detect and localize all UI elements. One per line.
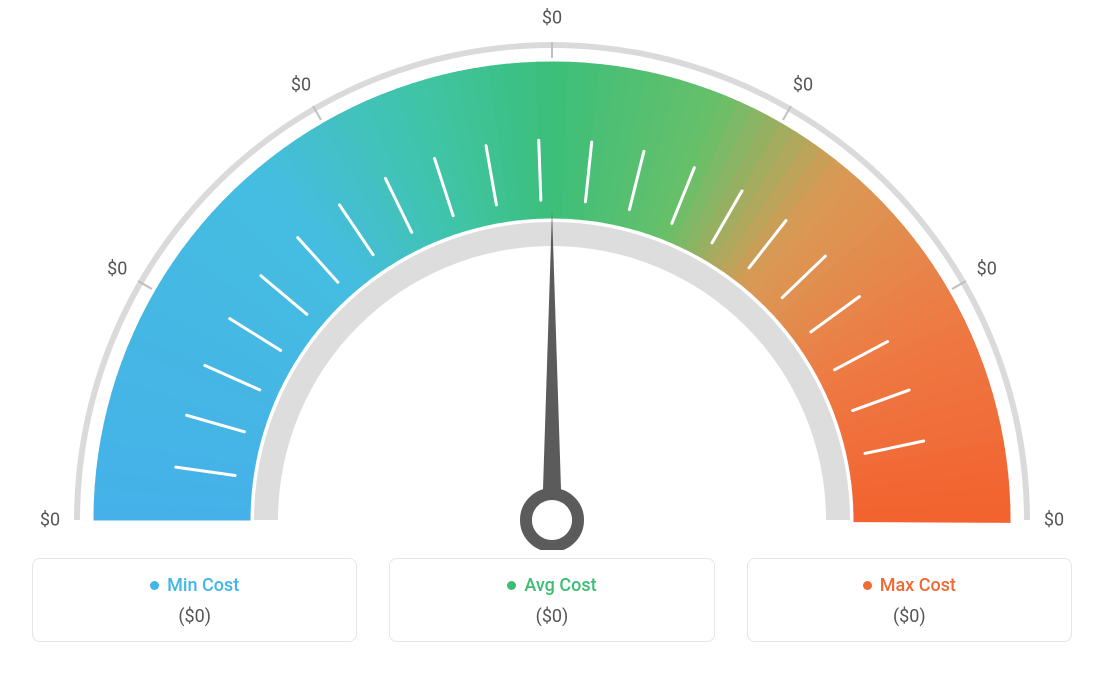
gauge-needle — [542, 210, 562, 520]
legend-value-max: ($0) — [758, 606, 1061, 627]
needle-hub-inner — [532, 500, 572, 540]
gauge-tick-label: $0 — [40, 510, 60, 531]
legend-card-avg: Avg Cost ($0) — [389, 558, 714, 642]
gauge-tick-label: $0 — [542, 8, 562, 29]
cost-gauge: $0 $0 $0 $0 $0 $0 $0 — [0, 10, 1104, 550]
inner-tick — [539, 140, 541, 200]
legend-value-avg: ($0) — [400, 606, 703, 627]
legend-value-min: ($0) — [43, 606, 346, 627]
legend-card-max: Max Cost ($0) — [747, 558, 1072, 642]
dot-avg — [507, 581, 516, 590]
legend-label-min: Min Cost — [167, 575, 239, 596]
gauge-tick-label: $0 — [107, 259, 127, 280]
legend-label-avg: Avg Cost — [524, 575, 596, 596]
legend-title-min: Min Cost — [150, 575, 239, 596]
gauge-svg — [0, 10, 1104, 550]
gauge-tick-label: $0 — [977, 259, 997, 280]
legend-label-max: Max Cost — [880, 575, 956, 596]
legend-row: Min Cost ($0) Avg Cost ($0) Max Cost ($0… — [32, 558, 1072, 642]
dot-max — [863, 581, 872, 590]
gauge-tick-label: $0 — [793, 75, 813, 96]
gauge-tick-label: $0 — [1044, 510, 1064, 531]
dot-min — [150, 581, 159, 590]
gauge-tick-label: $0 — [291, 75, 311, 96]
legend-title-max: Max Cost — [863, 575, 956, 596]
legend-title-avg: Avg Cost — [507, 575, 596, 596]
legend-card-min: Min Cost ($0) — [32, 558, 357, 642]
